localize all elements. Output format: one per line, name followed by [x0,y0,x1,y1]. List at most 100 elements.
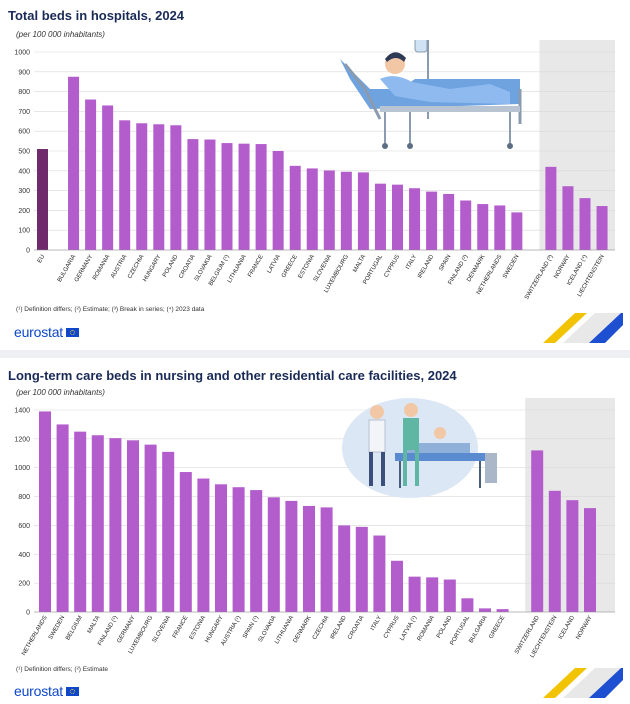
bar-ireland [426,191,438,250]
y-tick-label: 0 [26,248,30,255]
y-tick-label: 0 [26,610,30,617]
x-tick-label: CZECHIA [312,615,330,641]
x-tick-label: IRELAND [417,253,436,279]
x-tick-label: GREECE [488,615,506,640]
bar-croatia [355,526,368,612]
bar-czechia [136,123,148,250]
bar-lithuania [238,143,250,250]
bar-belgium [74,431,87,612]
x-tick-label: LITHUANIA [227,254,248,284]
bar-liechtenstein [548,490,561,612]
x-tick-label: MALTA [87,615,102,635]
chart-2-footnote: (¹) Definition differs; (²) Estimate [16,666,108,673]
y-tick-label: 200 [18,208,30,215]
y-tick-label: 100 [18,228,30,235]
eurostat-corner-ribbon-icon [543,313,623,343]
bar-norway [584,508,596,612]
y-tick-label: 800 [18,494,30,501]
bar-france [179,472,192,612]
long-term-care-panel: Long-term care beds in nursing and other… [0,360,630,704]
y-tick-label: 1400 [14,408,30,415]
bar-latvia [408,576,421,612]
bar-lithuania [285,500,298,612]
bar-norway [562,186,574,250]
x-tick-label: NETHERLANDS [21,615,49,657]
bar-ireland [338,525,351,612]
x-tick-label: FRANCE [172,615,190,639]
x-tick-label: POLAND [436,614,454,639]
bar-belgium [221,143,233,250]
bar-sweden [56,424,69,612]
x-tick-label: SWITZERLAND (³) [524,254,555,301]
x-tick-label: DENMARK [293,615,313,644]
x-tick-label: FRANCE [247,254,265,278]
bar-bulgaria [479,608,491,612]
bar-italy [373,535,386,612]
bar-netherlands [39,411,51,612]
y-tick-label: 900 [18,69,30,76]
x-tick-label: LATVIA [267,254,282,275]
bar-liechtenstein [596,206,608,250]
x-tick-label: SLOVENIA [152,615,172,644]
bar-france [255,144,267,250]
y-tick-label: 600 [18,523,30,530]
bar-slovenia [162,451,175,612]
y-tick-label: 800 [18,89,30,96]
bar-switzerland [545,166,557,250]
x-tick-label: SWEDEN [48,615,66,641]
bar-iceland [566,500,579,612]
bar-malta [91,435,104,612]
x-tick-label: CROATIA [178,254,196,280]
x-tick-label: CYPRUS [384,254,402,279]
y-tick-label: 200 [18,581,30,588]
y-tick-label: 500 [18,149,30,156]
bar-austria [119,120,131,250]
panel-divider [0,350,630,358]
bar-italy [409,188,421,250]
x-tick-label: ROMANIA [417,615,436,642]
bar-eu [37,149,48,250]
bar-poland [170,125,182,250]
eu-flag-icon [66,328,79,337]
bar-switzerland [531,450,544,612]
bar-greece [289,165,301,250]
eurostat-logo: eurostat [14,324,79,340]
y-tick-label: 1200 [14,436,30,443]
bar-cyprus [391,560,403,612]
x-tick-label: LATVIA (¹) [399,615,418,642]
bar-cyprus [392,184,403,250]
x-tick-label: ITALY [370,615,383,632]
x-tick-label: BULGARIA [468,615,488,644]
bar-denmark [477,204,489,250]
x-tick-label: AUSTRIA (¹) [220,615,242,647]
eurostat-corner-ribbon-icon [543,668,623,698]
chart-1-title: Total beds in hospitals, 2024 [8,8,185,23]
x-tick-label: MALTA [352,254,367,274]
y-tick-label: 300 [18,188,30,195]
bar-germany [85,99,97,250]
bar-finland [460,200,472,250]
x-tick-label: AUSTRIA [110,254,128,280]
bar-germany [127,440,139,612]
bar-slovakia [204,139,216,250]
bar-finland [109,438,122,612]
bar-spain [250,490,263,612]
x-tick-label: ROMANIA [92,254,111,281]
bar-austria [232,487,245,612]
bar-slovenia [323,170,335,250]
bar-portugal [374,183,386,250]
x-tick-label: SLOVAKIA [258,615,278,643]
eurostat-logo: eurostat [14,683,79,699]
bar-estonia [306,168,318,250]
bar-czechia [320,507,333,612]
bar-iceland [579,198,591,250]
bar-slovakia [267,497,280,612]
bar-estonia [197,478,210,612]
x-tick-label: GREECE [281,254,299,279]
x-tick-label: CYPRUS [383,615,401,640]
y-tick-label: 600 [18,129,30,136]
x-tick-label: NORWAY [553,254,571,280]
chart-2-title: Long-term care beds in nursing and other… [8,368,457,383]
hospital-beds-panel: Total beds in hospitals, 2024 (per 100 0… [0,0,630,345]
